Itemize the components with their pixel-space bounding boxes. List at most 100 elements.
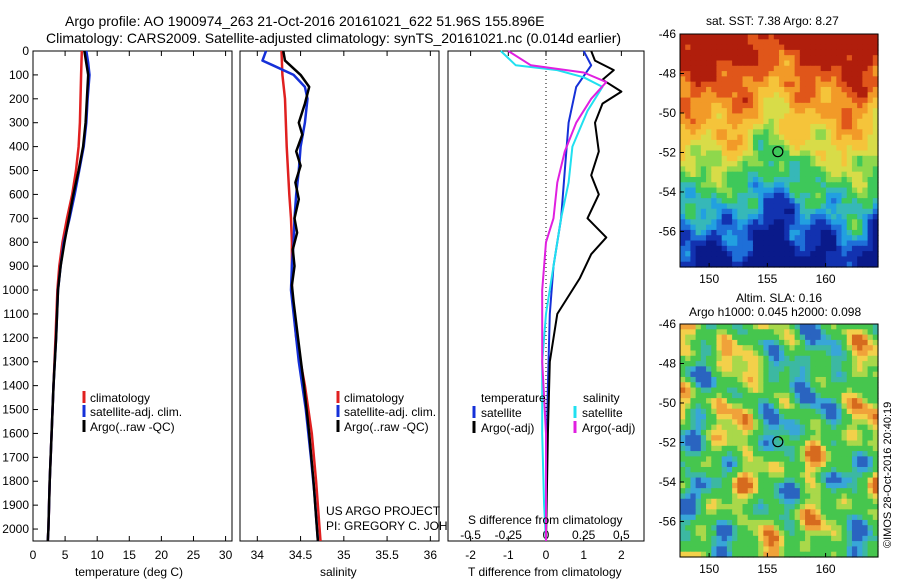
map-cell: [799, 176, 806, 183]
map-cell: [747, 134, 754, 141]
map-cell: [768, 514, 775, 521]
map-cell: [846, 488, 853, 495]
map-cell: [831, 208, 837, 215]
map-cell: [805, 261, 811, 268]
map-cell: [815, 339, 822, 346]
map-cell: [695, 49, 702, 56]
map-cell: [747, 92, 754, 99]
map-cell: [711, 155, 718, 162]
map-cell: [825, 34, 832, 40]
map-cell: [721, 387, 728, 394]
map-cell: [721, 461, 728, 468]
map-cell: [862, 398, 869, 405]
map-cell: [857, 339, 863, 346]
map-cell: [841, 451, 848, 457]
map-cell: [685, 187, 692, 194]
map-cell: [872, 251, 879, 258]
map-cell: [831, 355, 837, 362]
map-cell: [773, 97, 780, 104]
map-cell: [706, 118, 712, 125]
map-cell: [768, 86, 775, 93]
map-cell: [810, 118, 817, 125]
map-cell: [773, 477, 780, 484]
map-cell: [815, 424, 822, 431]
map-cell: [805, 192, 811, 199]
map-cell: [799, 113, 806, 120]
map-cell: [752, 334, 759, 341]
map-cell: [846, 504, 853, 510]
map-cell: [805, 456, 811, 463]
map-cell: [851, 376, 858, 383]
x-tick-label: 1: [580, 548, 587, 562]
map-cell: [867, 129, 874, 136]
map-cell: [867, 187, 874, 194]
map-cell: [836, 466, 843, 473]
map-cell: [805, 435, 811, 442]
map-cell: [862, 472, 869, 479]
map-cell: [726, 398, 733, 405]
map-cell: [737, 519, 744, 526]
map-cell: [695, 345, 702, 352]
map-cell: [711, 39, 718, 46]
map-cell: [706, 139, 712, 146]
map-cell: [846, 256, 853, 263]
map-cell: [805, 182, 811, 189]
y-tick-label: 1900: [2, 498, 29, 512]
map-cell: [716, 44, 723, 51]
map-cell: [810, 49, 817, 56]
map-cell: [779, 81, 785, 88]
map-cell: [680, 34, 686, 40]
map-cell: [799, 192, 806, 199]
map-cell: [820, 461, 827, 468]
map-cell: [742, 34, 749, 40]
map-cell: [831, 49, 837, 56]
map-cell: [810, 129, 817, 136]
map-cell: [831, 482, 837, 489]
map-cell: [763, 118, 770, 125]
map-cell: [680, 261, 686, 268]
map-cell: [747, 535, 754, 542]
map-cell: [742, 414, 749, 420]
map-cell: [695, 419, 702, 426]
map-cell: [690, 49, 697, 56]
map-cell: [794, 229, 801, 236]
map-cell: [737, 176, 744, 183]
map-cell: [799, 382, 806, 389]
map-cell: [690, 92, 697, 99]
map-cell: [690, 361, 697, 367]
map-cell: [758, 240, 764, 247]
map-cell: [831, 345, 837, 352]
map-cell: [825, 229, 832, 236]
map-cell: [690, 155, 697, 162]
map-cell: [768, 504, 775, 510]
map-cell: [784, 214, 791, 220]
map-cell: [732, 345, 738, 352]
map-cell: [732, 102, 738, 109]
map-cell: [784, 466, 791, 473]
map-cell: [732, 60, 738, 67]
map-cell: [706, 429, 712, 436]
map-cell: [737, 240, 744, 247]
map-cell: [737, 530, 744, 537]
map-cell: [836, 329, 843, 336]
map-cell: [815, 176, 822, 183]
map-cell: [805, 466, 811, 473]
map-cell: [789, 334, 796, 341]
map-cell: [779, 392, 785, 399]
map-cell: [779, 208, 785, 215]
map-cell: [836, 97, 843, 104]
map-cell: [810, 361, 817, 367]
map-cell: [716, 155, 723, 162]
map-cell: [706, 361, 712, 367]
map-cell: [706, 113, 712, 120]
map-cell: [799, 419, 806, 426]
map-cell: [747, 440, 754, 447]
map-cell: [872, 339, 879, 346]
map-cell: [680, 256, 686, 263]
x-tick-label: 34: [251, 548, 265, 562]
map-cell: [836, 176, 843, 183]
map-cell: [862, 39, 869, 46]
map-cell: [758, 118, 764, 125]
map-cell: [711, 419, 718, 426]
map-cell: [711, 477, 718, 484]
